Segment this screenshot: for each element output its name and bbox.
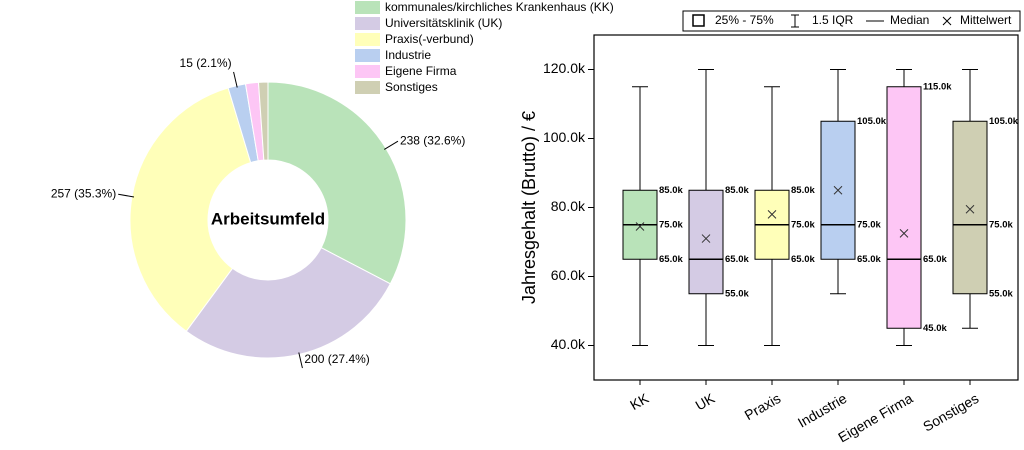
- value-label: 45.0k: [923, 323, 947, 334]
- y-tick-label: 80.0k: [551, 198, 586, 214]
- leader-line: [384, 140, 399, 150]
- value-label: 65.0k: [659, 254, 683, 265]
- y-axis-label: Jahresgehalt (Brutto) / €: [519, 111, 539, 304]
- leader-line: [233, 71, 238, 88]
- box: [886, 86, 922, 329]
- value-label: 55.0k: [725, 288, 749, 299]
- y-tick-label: 120.0k: [543, 60, 586, 76]
- legend-swatch: [355, 81, 380, 94]
- value-label: 105.0k: [989, 116, 1019, 127]
- value-label: 65.0k: [923, 254, 947, 265]
- value-label: 65.0k: [725, 254, 749, 265]
- value-label: 105.0k: [857, 116, 887, 127]
- x-tick-label: Sonstiges: [920, 390, 981, 435]
- mean-marker: [899, 229, 909, 238]
- value-label: 75.0k: [659, 219, 683, 230]
- legend-label: 1.5 IQR: [812, 13, 854, 27]
- leader-line: [118, 193, 135, 198]
- y-tick-label: 40.0k: [551, 336, 586, 352]
- leader-line: [298, 352, 303, 369]
- x-tick-label: Eigene Firma: [835, 390, 915, 446]
- legend-swatch: [355, 1, 380, 14]
- value-label: 55.0k: [989, 288, 1013, 299]
- mean-marker: [965, 204, 975, 214]
- legend-label: Eigene Firma: [385, 64, 457, 78]
- legend-box-icon: [692, 14, 705, 27]
- donut-title: Arbeitsumfeld: [211, 209, 325, 228]
- donut-slice: [267, 81, 407, 285]
- value-label: 85.0k: [659, 185, 683, 196]
- legend-label: Universitätsklinik (UK): [385, 16, 502, 30]
- legend-swatch: [355, 17, 380, 30]
- slice-label: 15 (2.1%): [180, 56, 232, 70]
- legend-label: Sonstiges: [385, 80, 438, 94]
- slice-label: 200 (27.4%): [304, 352, 369, 366]
- value-label: 75.0k: [791, 219, 815, 230]
- box: [952, 120, 988, 295]
- value-label: 115.0k: [923, 81, 952, 92]
- legend-label: Median: [890, 13, 929, 27]
- donut-slice: [257, 81, 269, 161]
- legend-swatch: [355, 49, 380, 62]
- donut-slice: [185, 247, 392, 359]
- value-label: 75.0k: [989, 219, 1013, 230]
- x-tick-label: KK: [627, 390, 652, 414]
- x-tick-label: Praxis: [742, 390, 784, 423]
- value-label: 85.0k: [791, 185, 815, 196]
- box: [688, 189, 724, 295]
- value-label: 85.0k: [725, 185, 749, 196]
- legend-swatch: [355, 33, 380, 46]
- legend-label: Industrie: [385, 48, 431, 62]
- legend-whisker-icon: [791, 14, 799, 28]
- x-tick-label: UK: [693, 390, 718, 414]
- value-label: 65.0k: [857, 254, 881, 265]
- slice-label: 238 (32.6%): [400, 133, 465, 147]
- mean-marker: [833, 185, 843, 195]
- y-tick-label: 100.0k: [543, 129, 586, 145]
- value-label: 75.0k: [857, 219, 881, 230]
- legend-label: kommunales/kirchliches Krankenhaus (KK): [385, 0, 614, 14]
- mean-marker: [767, 210, 777, 219]
- mean-marker: [635, 222, 645, 231]
- legend-swatch: [355, 65, 380, 78]
- legend-label: Mittelwert: [960, 13, 1012, 27]
- mean-marker: [701, 234, 711, 243]
- slice-label: 257 (35.3%): [51, 186, 116, 200]
- legend-frame: [682, 10, 1021, 32]
- y-tick-label: 60.0k: [551, 267, 586, 283]
- donut-slice: [129, 87, 252, 332]
- value-label: 65.0k: [791, 254, 815, 265]
- legend-label: 25% - 75%: [715, 13, 774, 27]
- legend-mean-icon: [942, 16, 952, 26]
- legend-label: Praxis(-verbund): [385, 32, 474, 46]
- x-tick-label: Industrie: [795, 390, 850, 431]
